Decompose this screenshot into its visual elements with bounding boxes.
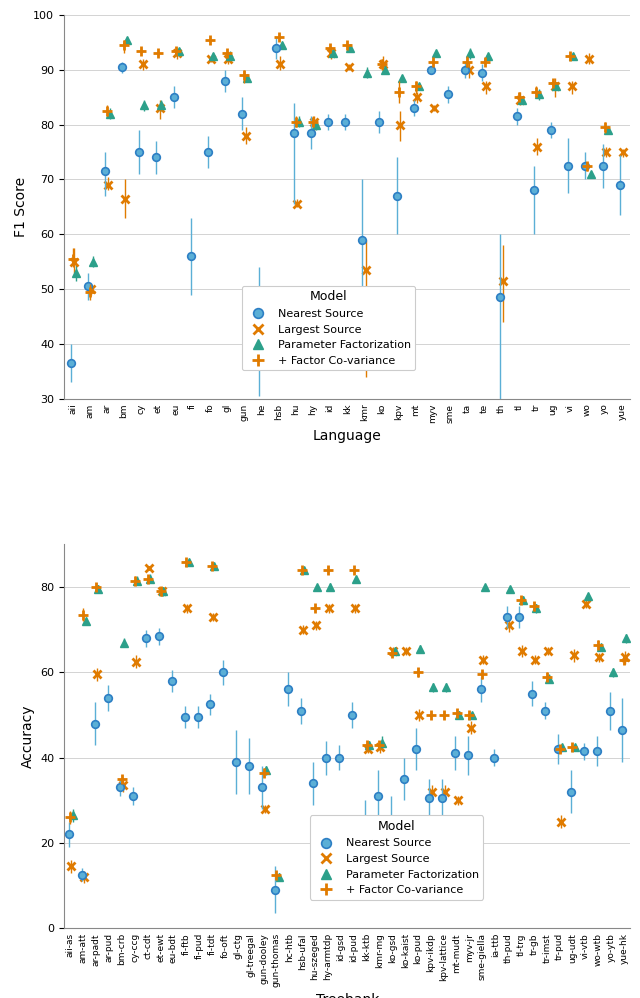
Y-axis label: F1 Score: F1 Score — [13, 177, 28, 237]
X-axis label: Language: Language — [313, 428, 381, 442]
Legend: Nearest Source, Largest Source, Parameter Factorization, + Factor Co-variance: Nearest Source, Largest Source, Paramete… — [310, 815, 483, 899]
Legend: Nearest Source, Largest Source, Parameter Factorization, + Factor Co-variance: Nearest Source, Largest Source, Paramete… — [242, 286, 415, 370]
Y-axis label: Accuracy: Accuracy — [20, 705, 35, 768]
X-axis label: Treebank: Treebank — [316, 993, 379, 998]
